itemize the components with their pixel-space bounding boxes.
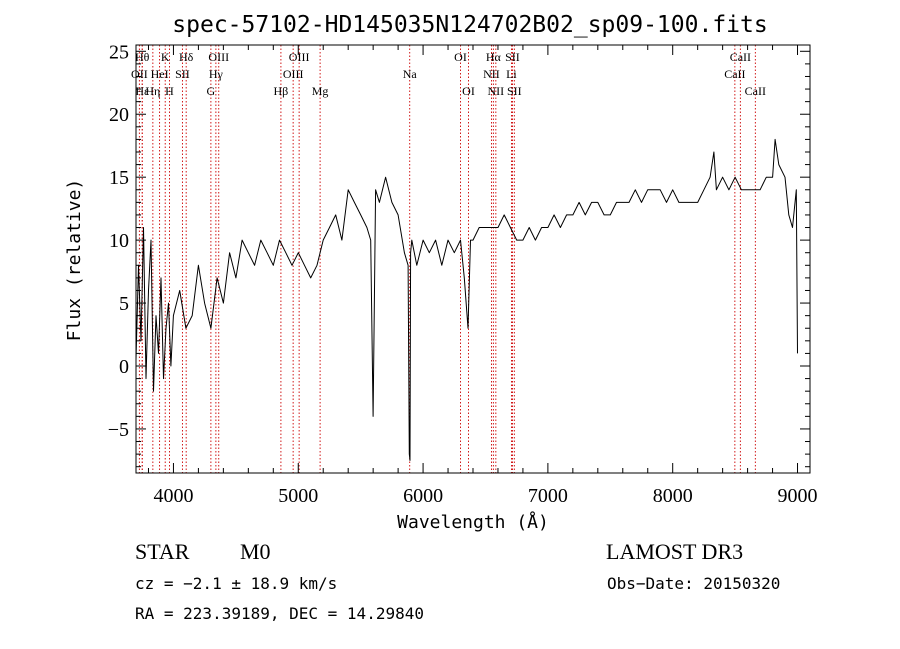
line-label-6: H xyxy=(165,84,174,98)
line-label-8: Hδ xyxy=(179,50,194,64)
line-label-18: OI xyxy=(462,84,475,98)
x-axis-label: Wavelength (Å) xyxy=(397,511,549,533)
line-label-22: Li xyxy=(506,67,517,81)
obs-date-text: Obs−Date: 20150320 xyxy=(607,574,780,593)
x-tick-label-0: 4000 xyxy=(153,485,193,507)
y-tick-label-4: 15 xyxy=(109,167,129,189)
y-tick-label-2: 5 xyxy=(119,293,129,315)
emission-line-markers xyxy=(138,45,756,473)
line-label-16: Na xyxy=(403,67,418,81)
y-axis-label: Flux (relative) xyxy=(64,179,85,342)
object-class: STAR xyxy=(135,539,190,564)
y-tick-label-1: 0 xyxy=(119,356,129,378)
line-label-3: Hη xyxy=(145,84,160,98)
x-tick-label-2: 6000 xyxy=(403,485,443,507)
line-label-5: K xyxy=(161,50,170,64)
line-label-0: OII xyxy=(131,67,148,81)
y-tick-label-5: 20 xyxy=(109,104,129,126)
x-tick-label-4: 8000 xyxy=(653,485,693,507)
line-label-25: CaII xyxy=(724,67,745,81)
chart-title: spec-57102-HD145035N124702B02_sp09-100.f… xyxy=(172,12,767,38)
x-tick-label-3: 7000 xyxy=(528,485,568,507)
y-axis-ticks: −5 0 5 10 15 20 25 xyxy=(108,41,810,468)
y-tick-label-6: 25 xyxy=(109,41,129,63)
coordinates-text: RA = 223.39189, DEC = 14.29840 xyxy=(135,604,424,623)
x-tick-label-1: 5000 xyxy=(278,485,318,507)
line-label-26: CaII xyxy=(730,50,751,64)
line-label-17: OI xyxy=(454,50,467,64)
plot-frame xyxy=(135,44,811,474)
y-tick-label-3: 10 xyxy=(109,230,129,252)
line-label-24: SII xyxy=(507,84,522,98)
line-label-14: OIII xyxy=(289,50,310,64)
line-label-11: OIII xyxy=(208,50,229,64)
line-label-7: SII xyxy=(175,67,190,81)
line-label-2: Hε xyxy=(135,84,149,98)
emission-line-labels: OIIHθHεHηHeIKHSIIHδGHγOIIIHβOIIIOIIIMgNa… xyxy=(131,50,766,98)
line-label-19: NII xyxy=(483,67,500,81)
line-label-20: Hα xyxy=(486,50,502,64)
x-axis-ticks: 4000 5000 6000 7000 8000 9000 xyxy=(147,45,818,507)
line-label-4: HeI xyxy=(151,67,169,81)
object-subclass: M0 xyxy=(240,539,271,564)
x-tick-label-5: 9000 xyxy=(778,485,818,507)
line-label-10: Hγ xyxy=(209,67,224,81)
y-tick-label-0: −5 xyxy=(108,419,129,441)
line-label-9: G xyxy=(207,84,216,98)
line-label-15: Mg xyxy=(312,84,329,98)
line-label-23: SII xyxy=(505,50,520,64)
line-label-13: OIII xyxy=(283,67,304,81)
spectrum-series-layer xyxy=(135,138,798,461)
line-label-21: NII xyxy=(488,84,505,98)
line-label-27: CaII xyxy=(745,84,766,98)
survey-name: LAMOST DR3 xyxy=(606,539,743,564)
redshift-text: cz = −2.1 ± 18.9 km/s xyxy=(135,574,337,593)
line-label-1: Hθ xyxy=(135,50,150,64)
spectrum-series-0 xyxy=(135,138,798,461)
line-label-12: Hβ xyxy=(274,84,289,98)
